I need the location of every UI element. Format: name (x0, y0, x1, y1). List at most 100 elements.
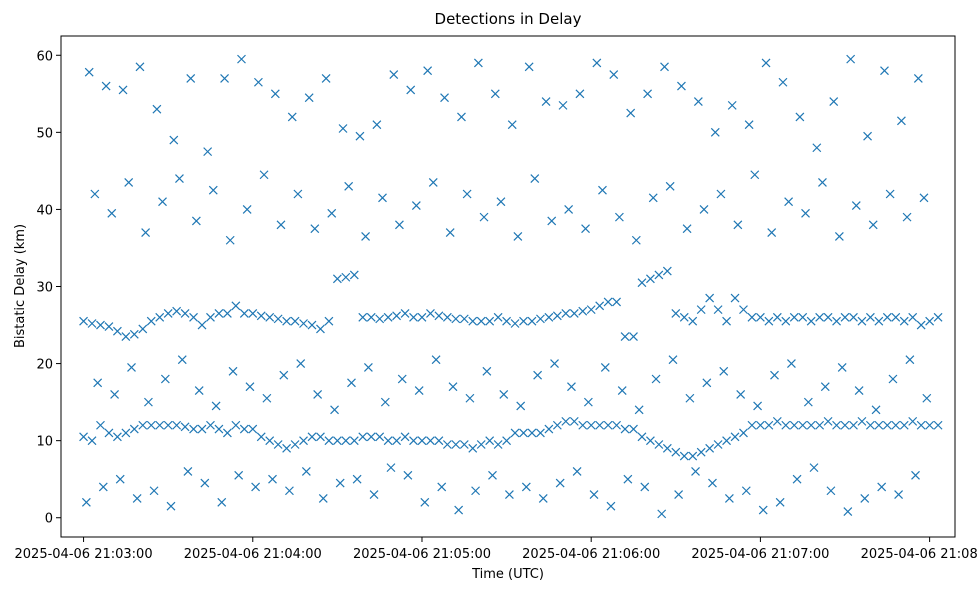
data-point (598, 185, 607, 195)
y-tick-label: 40 (36, 203, 53, 218)
data-point (860, 494, 870, 503)
data-point (739, 428, 748, 438)
data-point (882, 420, 892, 430)
data-point (459, 314, 469, 324)
data-point (789, 312, 799, 322)
data-point (710, 127, 720, 137)
data-point (186, 73, 196, 83)
data-point (519, 428, 528, 438)
data-point (849, 312, 858, 322)
data-point (750, 170, 760, 180)
data-point (310, 224, 320, 234)
data-point (806, 420, 816, 430)
data-point (820, 382, 830, 392)
data-point (682, 224, 692, 234)
data-point (722, 436, 731, 446)
data-point (637, 278, 647, 288)
data-point (296, 359, 306, 369)
data-point (400, 309, 410, 318)
data-point (595, 420, 605, 430)
data-point (699, 204, 709, 214)
data-point (248, 424, 258, 434)
data-point (558, 100, 568, 110)
data-point (318, 494, 328, 503)
data-point (781, 316, 791, 326)
data-point (612, 420, 622, 430)
data-point (316, 324, 325, 334)
data-point (400, 432, 410, 442)
data-point (465, 393, 475, 403)
data-point (846, 54, 856, 64)
data-point (905, 355, 915, 365)
data-point (772, 416, 782, 426)
data-point (744, 120, 754, 130)
data-point (736, 389, 746, 399)
data-point (696, 305, 706, 315)
data-point (521, 482, 531, 492)
data-point (203, 147, 213, 157)
data-point (265, 436, 275, 446)
data-point (493, 312, 503, 322)
data-point (654, 440, 664, 449)
data-point (818, 178, 827, 187)
data-point (485, 436, 495, 446)
data-point (363, 363, 373, 372)
data-point (149, 486, 159, 496)
data-point (679, 312, 689, 322)
data-point (273, 314, 283, 324)
data-point (268, 474, 277, 484)
data-point (282, 316, 292, 326)
data-point (724, 494, 734, 503)
data-point (177, 355, 187, 365)
data-point (434, 436, 444, 446)
data-point (826, 486, 836, 496)
data-point (476, 440, 486, 449)
data-point (361, 231, 371, 241)
x-tick-label: 2025-04-06 21:04:00 (184, 547, 322, 562)
data-point (688, 451, 698, 461)
data-point (242, 204, 252, 214)
data-point (160, 374, 170, 384)
data-point (823, 312, 833, 322)
data-point (662, 266, 672, 276)
data-point (516, 401, 526, 411)
data-point (208, 185, 218, 195)
data-point (369, 490, 379, 500)
data-point (217, 497, 227, 507)
data-point (857, 416, 867, 426)
data-point (84, 67, 94, 77)
data-point (911, 470, 920, 480)
data-point (595, 301, 605, 311)
data-point (332, 274, 342, 284)
data-point (231, 301, 241, 311)
data-point (358, 432, 368, 442)
data-point (96, 420, 105, 430)
data-point (614, 212, 624, 222)
data-point (293, 189, 303, 199)
data-point (163, 309, 173, 318)
data-point (761, 58, 771, 68)
data-point (496, 197, 506, 207)
data-point (812, 143, 822, 153)
data-point (211, 401, 221, 411)
data-point (527, 316, 537, 326)
data-point (882, 312, 892, 322)
y-tick-label: 0 (45, 512, 53, 527)
data-point (349, 436, 359, 446)
data-point (933, 420, 943, 430)
data-point (705, 293, 715, 303)
data-point (228, 366, 238, 376)
data-point (259, 170, 269, 180)
data-point (919, 193, 929, 203)
data-point (637, 432, 647, 442)
data-point (739, 305, 748, 315)
data-point (81, 497, 91, 507)
y-tick-label: 60 (36, 49, 53, 64)
data-point (798, 312, 808, 322)
data-point (101, 81, 111, 91)
data-point (544, 312, 554, 322)
data-point (476, 316, 486, 326)
data-point (775, 497, 785, 507)
data-point (877, 482, 887, 492)
data-point (256, 311, 266, 321)
